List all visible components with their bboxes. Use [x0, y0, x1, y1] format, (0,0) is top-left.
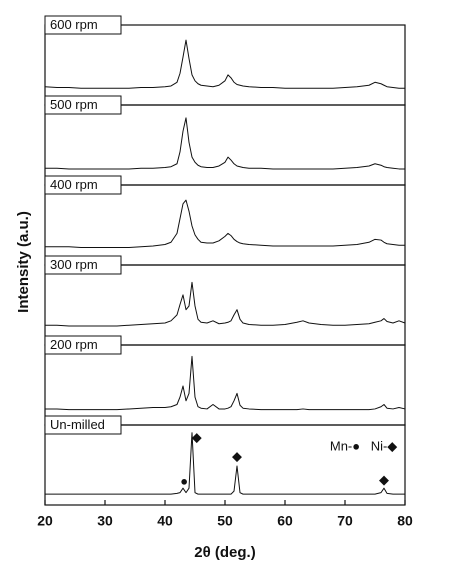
x-tick-label: 20	[37, 513, 53, 529]
panel-frame	[44, 24, 406, 106]
panel-label-box	[44, 255, 122, 275]
panel-label: Un-milled	[50, 417, 105, 432]
panel-label-box	[44, 175, 122, 195]
xrd-line	[45, 117, 405, 170]
x-tick-label: 60	[277, 513, 293, 529]
panel-label-box	[44, 335, 122, 355]
peak-marker: ●	[180, 474, 188, 489]
panel-label-box	[44, 415, 122, 435]
panel-label: 300 rpm	[50, 257, 98, 272]
phase-annotation: Mn-●	[330, 438, 360, 453]
peak-marker: ◆	[379, 472, 389, 487]
x-tick-label: 80	[397, 513, 413, 529]
panel-label: 400 rpm	[50, 177, 98, 192]
x-tick-label: 40	[157, 513, 173, 529]
phase-annotation: Ni-◆	[371, 438, 398, 453]
x-axis-label: 2θ (deg.)	[194, 544, 255, 561]
peak-marker: ◆	[232, 449, 242, 464]
panel-label: 200 rpm	[50, 337, 98, 352]
panel-label: 600 rpm	[50, 17, 98, 32]
y-axis-label: Intensity (a.u.)	[15, 211, 32, 313]
panel-label-box	[44, 15, 122, 35]
panel-frame	[44, 424, 406, 506]
panel-frame	[44, 184, 406, 266]
panel-label: 500 rpm	[50, 97, 98, 112]
panel-frame	[44, 264, 406, 346]
xrd-line	[45, 281, 406, 327]
x-tick-label: 70	[337, 513, 353, 529]
panel-frame	[44, 344, 406, 426]
xrd-line	[45, 432, 405, 495]
panel-label-box	[44, 95, 122, 115]
xrd-line	[44, 39, 405, 89]
peak-marker: ◆	[192, 429, 202, 444]
panel-frame	[44, 104, 406, 186]
x-tick-label: 50	[217, 513, 233, 529]
x-tick-label: 30	[97, 513, 113, 529]
xrd-line	[45, 355, 406, 411]
xrd-line	[45, 199, 405, 248]
